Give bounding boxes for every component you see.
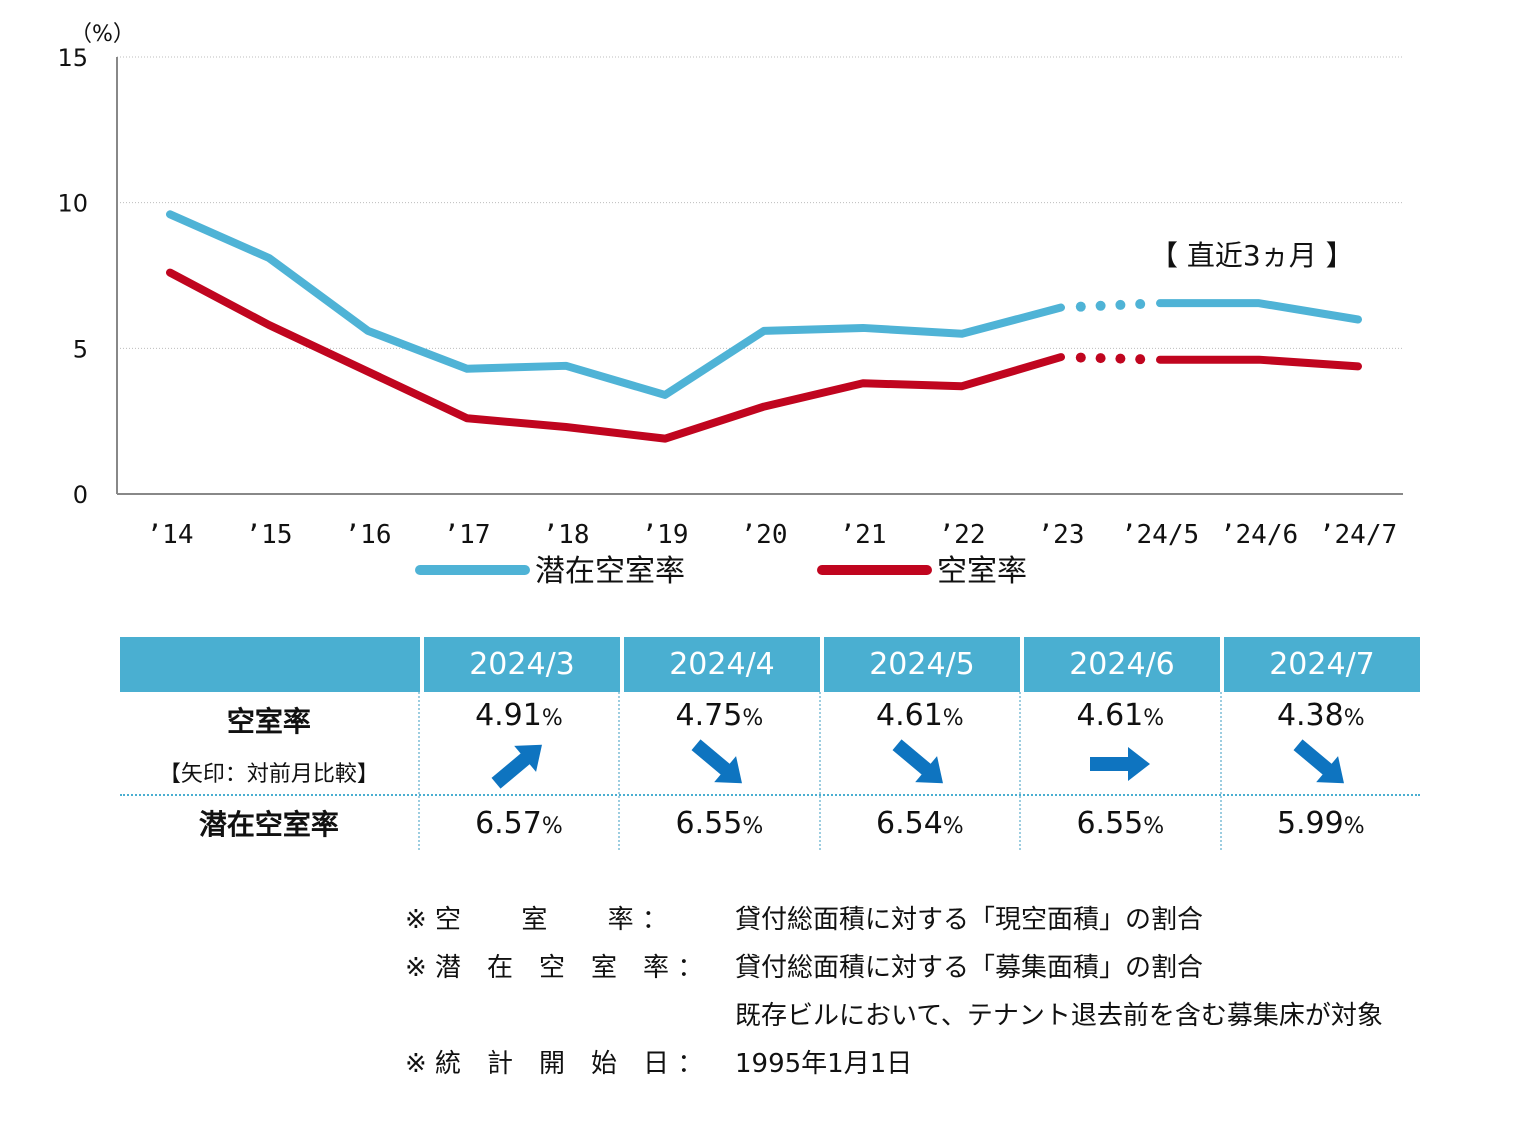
note-key: ※ 潜 在 空 室 率 ： <box>405 952 704 983</box>
month-header: 2024/7 <box>1224 637 1420 692</box>
x-tick-label: ’17 <box>444 520 491 550</box>
y-axis-unit: （%） <box>70 22 135 47</box>
potential-cell: 6.55% <box>1019 796 1219 850</box>
note-text: 既存ビルにおいて、テナント退去前を含む募集床が対象 <box>735 1000 1383 1031</box>
potential-vacancy-row: 潜在空室率 6.57% 6.55% 6.54% 6.55% 5.99% <box>120 796 1420 850</box>
vacancy-row-header: 空室率 【矢印：対前月比較】 <box>120 692 418 794</box>
vacancy-rate-chart: （%） 0 5 10 15 ’14 ’15 ’16 ’17 ’18 ’19 ’20 ’21 ’22 ’2… <box>57 22 1403 589</box>
x-tick-label: ’20 <box>741 520 788 550</box>
potential-cell: 6.55% <box>618 796 818 850</box>
legend-label: 空室率 <box>937 554 1027 589</box>
series-line-recent <box>1156 299 1362 324</box>
note-key: ※ 統 計 開 始 日 ： <box>405 1048 704 1079</box>
trend-arrow-icon <box>691 739 743 784</box>
vacancy-table: 2024/3 2024/4 2024/5 2024/6 2024/7 空室率 【… <box>120 637 1420 850</box>
x-tick-label: ’15 <box>246 520 293 550</box>
vacancy-row-label: 空室率 <box>226 705 311 738</box>
vacancy-value: 4.91% <box>475 698 563 733</box>
y-tick-label: 15 <box>57 44 88 72</box>
potential-value: 6.55% <box>1076 805 1165 841</box>
series-dot-connector <box>1115 353 1126 364</box>
y-tick-label: 5 <box>73 335 88 363</box>
vacancy-value: 4.61% <box>876 698 964 733</box>
x-tick-label: ’22 <box>939 520 986 550</box>
potential-value: 6.57% <box>475 805 563 841</box>
trend-arrow-icon <box>1090 747 1151 781</box>
note-text: 貸付総面積に対する「募集面積」の割合 <box>735 952 1204 983</box>
series-dot-connector <box>1115 299 1126 310</box>
series-dot-connector <box>1075 301 1086 312</box>
series-line <box>166 268 1065 443</box>
vacancy-cell: 4.61% <box>1019 692 1219 794</box>
x-tick-label: ’21 <box>840 520 887 550</box>
x-tick-label: ’16 <box>345 520 392 550</box>
note-line: 既存ビルにおいて、テナント退去前を含む募集床が対象 <box>405 989 1383 1037</box>
recent-3-months-annotation: 【 直近3ヵ月 】 <box>1150 239 1354 272</box>
trend-arrow-icon <box>491 744 542 789</box>
vacancy-value: 4.75% <box>675 698 764 733</box>
potential-value: 6.54% <box>876 805 964 841</box>
x-tick-label: ’24/5 <box>1121 520 1199 550</box>
note-line: ※ 統 計 開 始 日 ： 1995年1月1日 <box>405 1037 1383 1085</box>
vacancy-row: 空室率 【矢印：対前月比較】 4.91% 4.75% 4.61% 4.61% 4… <box>120 692 1420 796</box>
note-text: 貸付総面積に対する「現空面積」の割合 <box>735 904 1204 935</box>
trend-arrow-icon <box>892 739 943 784</box>
month-header: 2024/6 <box>1024 637 1220 692</box>
series-dot-connector <box>1095 300 1106 311</box>
y-tick-label: 0 <box>73 481 88 509</box>
x-tick-label: ’18 <box>543 520 590 550</box>
note-text: 1995年1月1日 <box>735 1048 913 1079</box>
note-line: ※ 潜 在 空 室 率 ： 貸付総面積に対する「募集面積」の割合 <box>405 941 1383 989</box>
legend-label: 潜在空室率 <box>535 554 685 589</box>
note-key: ※ 空 室 率 ： <box>405 904 668 935</box>
series-line <box>166 210 1065 399</box>
vacancy-cell: 4.75% <box>618 692 818 794</box>
series-dot-connector <box>1135 299 1146 310</box>
table-header-row: 2024/3 2024/4 2024/5 2024/6 2024/7 <box>120 637 1420 692</box>
potential-cell: 6.54% <box>818 796 1019 850</box>
potential-row-label: 潜在空室率 <box>198 808 339 841</box>
vacancy-cell: 4.91% <box>417 692 618 794</box>
trend-arrow-icon <box>1293 739 1344 784</box>
vacancy-value: 4.38% <box>1276 698 1365 733</box>
potential-value: 6.55% <box>675 805 764 841</box>
potential-cell: 6.57% <box>417 796 618 850</box>
series-dot-connector <box>1135 354 1146 365</box>
potential-row-header: 潜在空室率 <box>120 796 418 850</box>
vacancy-row-sublabel: 【矢印：対前月比較】 <box>158 762 379 787</box>
x-tick-label: ’24/6 <box>1220 520 1298 550</box>
note-line: ※ 空 室 率 ： 貸付総面積に対する「現空面積」の割合 <box>405 893 1383 941</box>
series-dot-connector <box>1095 353 1106 364</box>
notes: ※ 空 室 率 ： 貸付総面積に対する「現空面積」の割合 ※ 潜 在 空 室 率… <box>405 893 1383 1085</box>
x-tick-label: ’19 <box>642 520 689 550</box>
table-corner-cell <box>120 637 420 692</box>
x-tick-label: ’14 <box>147 520 194 550</box>
potential-cell: 5.99% <box>1219 796 1420 850</box>
month-header: 2024/4 <box>624 637 820 692</box>
month-header: 2024/3 <box>424 637 620 692</box>
x-tick-label: ’23 <box>1038 520 1085 550</box>
potential-value: 5.99% <box>1276 805 1365 841</box>
vacancy-cell: 4.61% <box>818 692 1019 794</box>
x-tick-label: ’24/7 <box>1319 520 1397 550</box>
series-dot-connector <box>1075 352 1086 363</box>
y-tick-label: 10 <box>57 190 88 218</box>
series-line-recent <box>1156 355 1362 371</box>
month-header: 2024/5 <box>824 637 1020 692</box>
vacancy-cell: 4.38% <box>1219 692 1420 794</box>
vacancy-value: 4.61% <box>1076 698 1165 733</box>
